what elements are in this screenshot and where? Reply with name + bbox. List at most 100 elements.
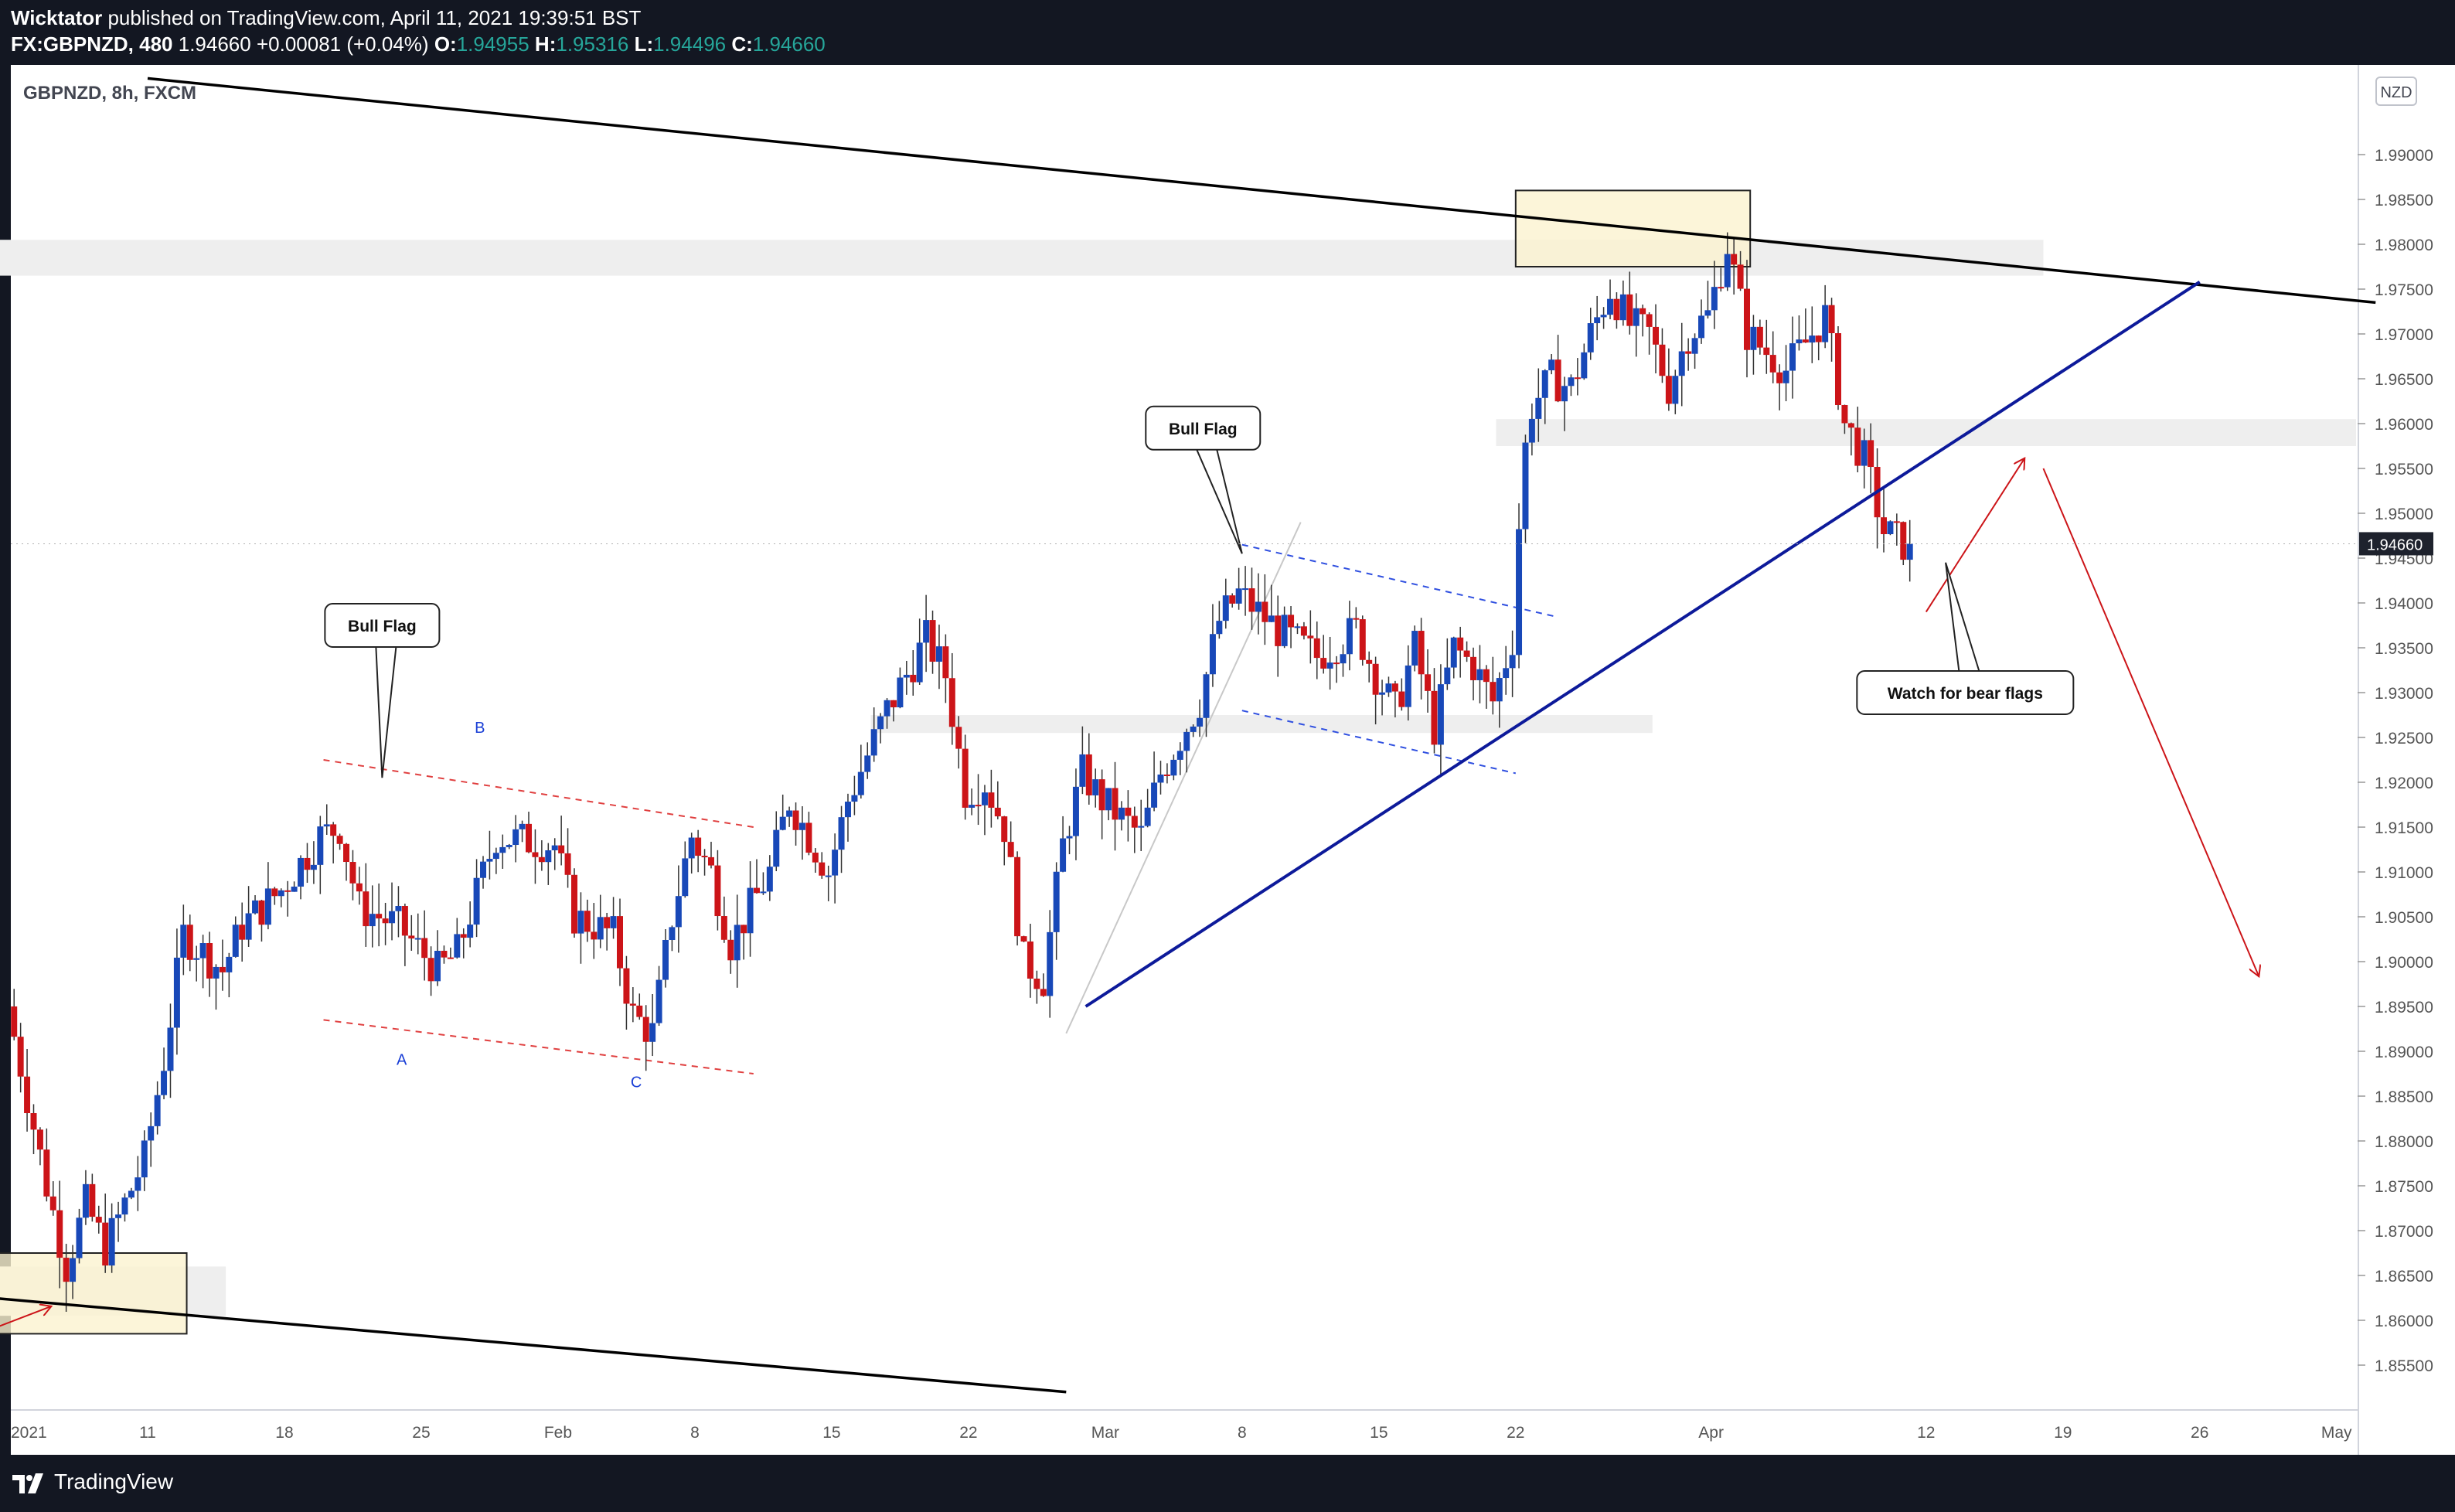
candle-up [1887,521,1894,535]
symbol-label: FX:GBPNZD, 480 [11,32,173,56]
candle-down [616,916,623,969]
callouts: Bull Flag Bull Flag Watch for bear flags [324,405,2075,778]
candle-down [1353,618,1360,620]
candle-down [1001,816,1008,843]
candle-down [910,674,917,683]
candle-up [786,810,793,817]
callout: Watch for bear flags [1856,562,2075,715]
candle-down [1288,615,1295,628]
candle-up [1203,674,1210,718]
candle-up [1281,615,1288,646]
time-tick-label: 8 [690,1424,700,1442]
candle-up [1750,326,1757,350]
candle-down [24,1076,31,1113]
candle-up [838,817,845,850]
candle-down [349,862,356,884]
time-tick-label: 19 [2054,1424,2072,1442]
candle-down [284,890,291,892]
callout-text: Bull Flag [1169,421,1238,438]
support-resistance-zones [0,240,2356,1316]
time-tick-label: 15 [1370,1424,1388,1442]
price-tick-label: 1.90500 [2375,909,2433,927]
candle-down [421,938,428,959]
candle-down [1763,347,1770,356]
candle-up [199,943,206,959]
last-price-badge [2359,532,2433,556]
callout-pointer [1945,562,1980,672]
channel-upper-line [1241,543,1555,618]
low-label: L: [634,32,654,56]
candle-down [49,1196,56,1211]
tradingview-logo[interactable]: TradingView [11,1469,173,1495]
author-name[interactable]: Wicktator [11,6,103,29]
candle-up [70,1258,77,1282]
price-tick-label: 1.99000 [2375,147,2433,165]
candle-up [969,805,976,808]
candle-up [545,850,552,863]
time-tick-label: 8 [1238,1424,1247,1442]
candle-down [1463,650,1470,657]
time-tick-label: 22 [959,1424,977,1442]
candle-down [1828,305,1835,334]
candle-up [317,826,324,865]
time-tick-label: 25 [412,1424,430,1442]
candle-up [597,917,604,940]
candle-down [629,1003,636,1006]
candle-down [975,805,982,807]
candle-down [1333,662,1340,665]
candle-up [213,966,220,979]
candle-up [884,700,890,717]
candle-down [1262,601,1268,622]
highlight-boxes [0,189,1752,1335]
candle-up [903,674,910,678]
time-tick-label: 11 [139,1424,156,1442]
candle-down [1418,631,1425,675]
candle-up [1268,615,1275,622]
candle-down [1014,856,1021,937]
candle-down [1248,588,1255,612]
candle-down [1490,682,1496,702]
low-value: 1.94496 [653,32,727,56]
candle-down [720,916,727,940]
time-tick-label: May [2321,1424,2352,1442]
candle-down [1007,842,1014,857]
candle-up [193,958,200,960]
candle-up [226,956,233,972]
candle-up [1633,308,1640,326]
last-price: 1.94660 [178,32,251,56]
candle-up [298,857,305,887]
candle-down [942,646,949,679]
candle-up [1450,637,1457,668]
candle-up [916,642,923,683]
candle-up [1151,782,1158,808]
candle-up [454,934,461,958]
candle-down [1640,308,1646,315]
candle-down [955,727,962,749]
candle-up [897,677,904,708]
support-trendline [0,1297,1067,1394]
candle-down [1425,674,1432,691]
time-tick-label: Apr [1698,1424,1724,1442]
candle-up [232,925,239,957]
candle-up [877,716,884,730]
candle-up [245,913,252,940]
candle-up [935,646,942,662]
price-tick-label: 1.91000 [2375,864,2433,882]
candle-down [363,891,369,927]
chart-pane[interactable] [11,65,2358,1455]
candle-down [460,934,467,938]
price-axis[interactable] [2358,65,2455,1455]
price-tick-label: 1.98500 [2375,192,2433,209]
price-tick-label: 1.88500 [2375,1088,2433,1106]
candle-down [206,943,213,979]
candle-up [1170,759,1177,776]
callout: Bull Flag [1145,405,1262,554]
candle-up [1242,588,1249,591]
candle-up [1118,807,1125,820]
candle-up [310,864,317,870]
candle-up [662,939,669,980]
candle-down [1737,264,1744,289]
price-tick-label: 1.97000 [2375,326,2433,344]
candle-up [492,853,499,860]
candle-down [1854,427,1861,466]
